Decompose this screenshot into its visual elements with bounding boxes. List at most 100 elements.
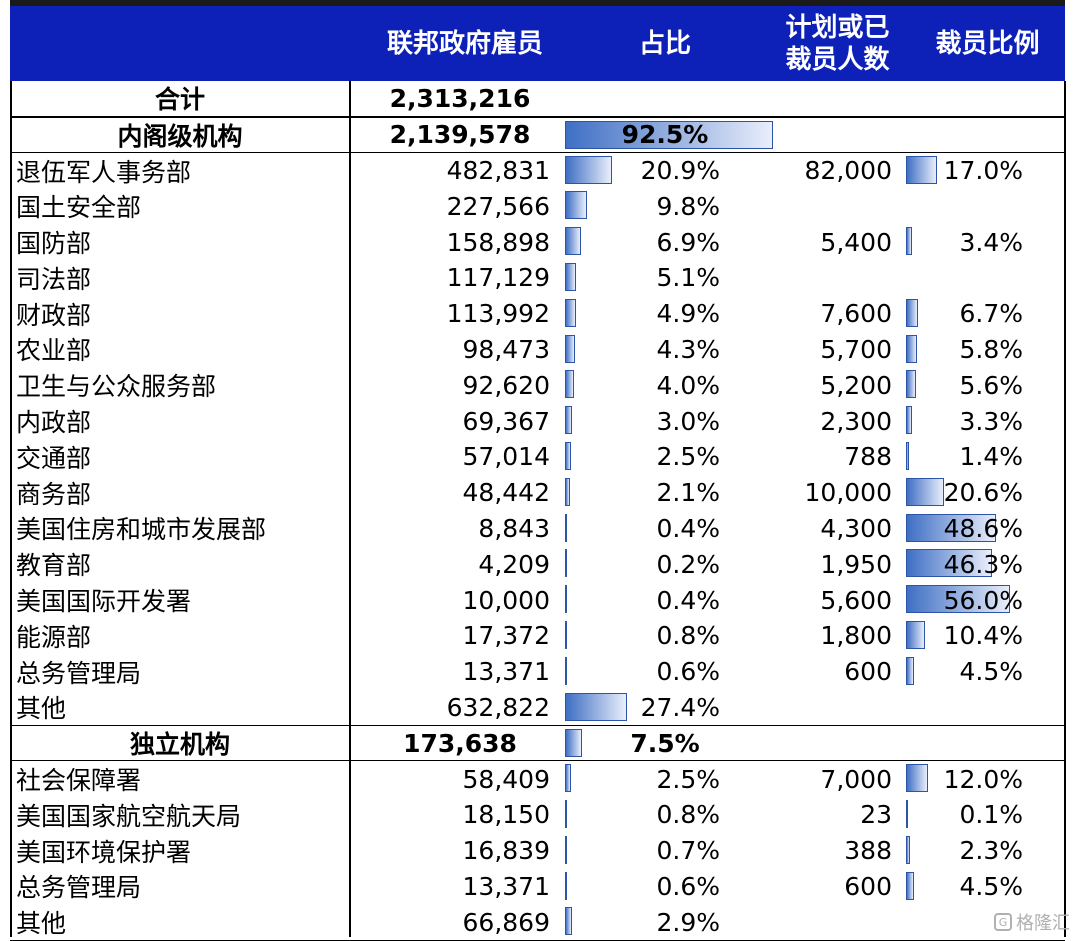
employees-value: 57,014 <box>462 442 550 472</box>
ratio-value: 5.8% <box>959 334 1023 364</box>
table-row: 财政部 113,992 4.9% 7,600 6.7% <box>10 296 1065 332</box>
ratio-value: 56.0% <box>943 585 1023 615</box>
ratio-bar <box>906 227 913 256</box>
employees-value: 4,209 <box>478 549 550 579</box>
share-value: 0.6% <box>656 871 720 901</box>
share-bar <box>565 298 577 327</box>
layoffs-value: 23 <box>860 800 892 830</box>
layoffs-value: 82,000 <box>804 155 892 185</box>
ratio-bar <box>906 406 913 435</box>
employees-value: 16,839 <box>462 836 550 866</box>
layoffs-value: 10,000 <box>804 478 892 508</box>
layoffs-value: 5,600 <box>820 585 892 615</box>
section-row: 内阁级机构 2,139,578 92.5% <box>10 116 1065 153</box>
share-value: 2.9% <box>656 907 720 937</box>
share-value: 6.9% <box>656 227 720 257</box>
share-bar <box>565 620 567 649</box>
agency-name: 总务管理局 <box>16 873 142 903</box>
ratio-value: 3.3% <box>959 406 1023 436</box>
layoffs-value <box>770 188 892 224</box>
share-bar <box>565 764 571 793</box>
ratio-value: 1.4% <box>959 442 1023 472</box>
share-value: 20.9% <box>640 155 720 185</box>
layoffs-value: 5,200 <box>820 370 892 400</box>
share-value: 2.5% <box>656 764 720 794</box>
ratio-value: 10.4% <box>943 621 1023 651</box>
share-value <box>600 81 730 116</box>
table-row: 总务管理局 13,371 0.6% 600 4.5% <box>10 869 1065 905</box>
agency-name: 财政部 <box>16 300 92 330</box>
table-row: 国土安全部 227,566 9.8% <box>10 188 1065 224</box>
layoffs-value: 1,800 <box>820 621 892 651</box>
employees-value: 92,620 <box>462 370 550 400</box>
share-value: 3.0% <box>656 406 720 436</box>
ratio-bar <box>906 441 909 470</box>
ratio-value: 3.4% <box>959 227 1023 257</box>
employees-value: 8,843 <box>478 513 550 543</box>
employees-value: 58,409 <box>462 764 550 794</box>
share-bar <box>565 835 567 864</box>
table-row: 退伍军人事务部 482,831 20.9% 82,000 17.0% <box>10 153 1065 189</box>
header-ratio: 裁员比例 <box>935 28 1040 59</box>
share-bar <box>565 227 581 256</box>
layoffs-value: 2,300 <box>820 406 892 436</box>
table-row: 美国国际开发署 10,000 0.4% 5,600 56.0% <box>10 582 1065 618</box>
share-bar <box>565 729 582 758</box>
ratio-value: 46.3% <box>943 549 1023 579</box>
share-bar <box>565 262 577 291</box>
table-row: 美国环境保护署 16,839 0.7% 388 2.3% <box>10 833 1065 869</box>
agency-name: 美国国家航空航天局 <box>16 801 242 831</box>
share-value: 92.5% <box>621 120 709 150</box>
layoffs-value: 600 <box>844 871 892 901</box>
ratio-value: 4.5% <box>959 871 1023 901</box>
table-row: 其他 66,869 2.9% <box>10 904 1065 940</box>
table-right-border <box>1064 81 1066 937</box>
employees-value: 2,313,216 <box>389 83 531 113</box>
layoffs-value: 1,950 <box>820 549 892 579</box>
employees-value: 158,898 <box>446 227 550 257</box>
data-table: 合计 2,313,216 内阁级机构 2,139,578 92.5% 退伍军人事务部 482… <box>10 81 1065 941</box>
ratio-value: 20.6% <box>943 478 1023 508</box>
share-bar <box>565 477 570 506</box>
ratio-bar <box>906 513 996 542</box>
layoffs-value <box>770 118 892 152</box>
layoffs-value <box>770 904 892 940</box>
share-value: 0.2% <box>656 549 720 579</box>
employees-value: 48,442 <box>462 478 550 508</box>
agency-name: 内阁级机构 <box>117 121 243 151</box>
share-value: 2.1% <box>656 478 720 508</box>
agency-name: 能源部 <box>16 622 92 652</box>
header-layoffs: 计划或已 裁员人数 <box>785 12 890 75</box>
layoffs-value: 5,400 <box>820 227 892 257</box>
employees-value: 117,129 <box>446 263 550 293</box>
share-bar <box>565 406 572 435</box>
employees-value: 10,000 <box>462 585 550 615</box>
agency-name: 美国环境保护署 <box>16 837 192 867</box>
employees-value: 66,869 <box>462 907 550 937</box>
watermark: G 格隆汇 <box>994 909 1070 935</box>
share-value: 0.4% <box>656 513 720 543</box>
share-value: 4.0% <box>656 370 720 400</box>
share-bar <box>565 441 571 470</box>
table-row: 商务部 48,442 2.1% 10,000 20.6% <box>10 475 1065 511</box>
agency-name: 总务管理局 <box>16 658 142 688</box>
share-value: 27.4% <box>640 692 720 722</box>
share-value: 7.5% <box>630 728 700 758</box>
table-row: 司法部 117,129 5.1% <box>10 260 1065 296</box>
share-value: 2.5% <box>656 442 720 472</box>
agency-name: 国防部 <box>16 229 92 259</box>
share-bar <box>565 907 572 936</box>
agency-name: 其他 <box>16 909 67 939</box>
ratio-bar <box>906 370 917 399</box>
employees-value: 98,473 <box>462 334 550 364</box>
table-row: 内政部 69,367 3.0% 2,300 3.3% <box>10 403 1065 439</box>
share-value: 0.6% <box>656 657 720 687</box>
column-divider <box>349 81 351 937</box>
layoffs-value <box>770 260 892 296</box>
share-value: 0.4% <box>656 585 720 615</box>
ratio-bar <box>906 835 911 864</box>
ratio-value <box>938 260 1023 296</box>
employees-value: 113,992 <box>446 299 550 329</box>
table-row: 其他 632,822 27.4% <box>10 690 1065 726</box>
table-row: 社会保障署 58,409 2.5% 7,000 12.0% <box>10 761 1065 797</box>
